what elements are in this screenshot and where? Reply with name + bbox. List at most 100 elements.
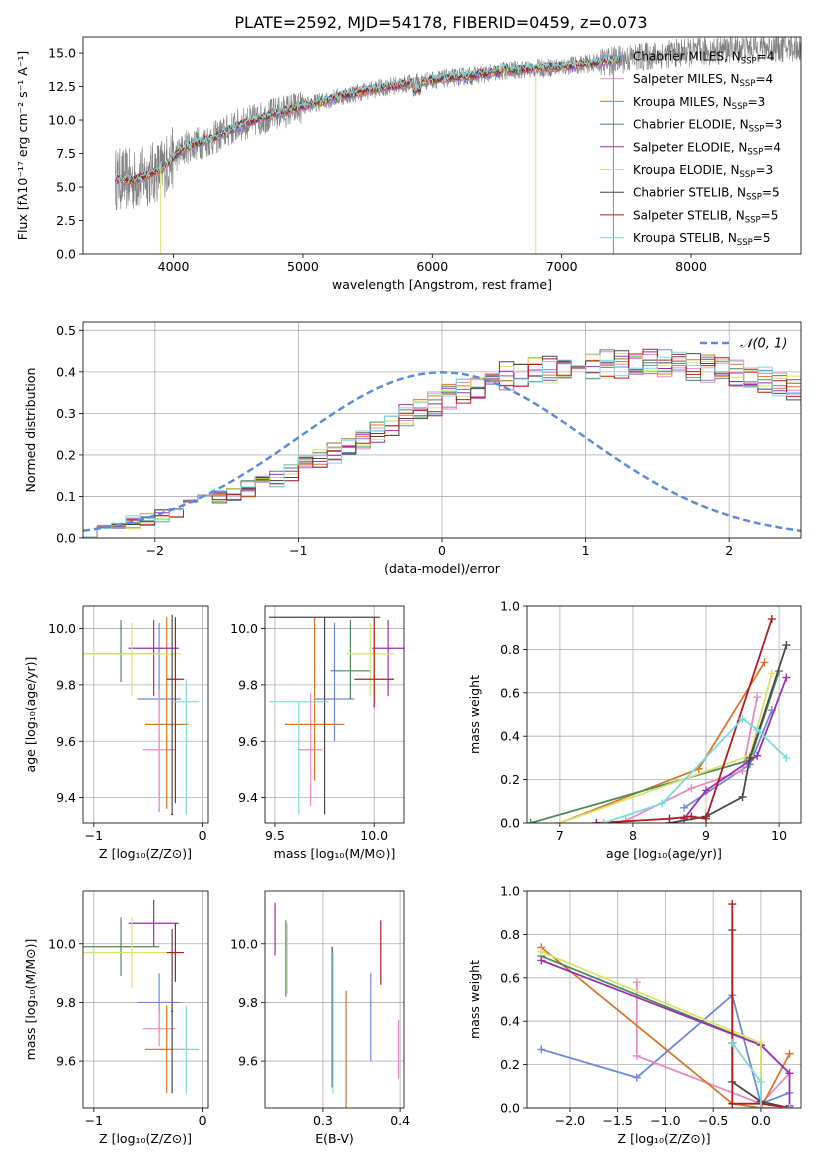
legend-nssp-subscript: SSP xyxy=(740,79,756,89)
axes-frame xyxy=(82,36,802,255)
legend-model-name: Salpeter MILES xyxy=(633,72,723,86)
tick-label-y: 10.0 xyxy=(230,621,258,636)
histogram-4 xyxy=(83,349,801,538)
tick-label-y: 0.3 xyxy=(56,406,76,421)
weight-marker-7 xyxy=(745,753,754,762)
legend-nssp-subscript: SSP xyxy=(749,125,765,135)
axes-frame xyxy=(264,605,405,824)
legend-model-name: Chabrier ELODIE xyxy=(633,118,732,132)
tick-label-x: −2.0 xyxy=(555,1113,585,1128)
histogram-1 xyxy=(83,349,801,538)
tick-label-x: 0 xyxy=(199,1113,207,1128)
weight-line-3 xyxy=(559,661,766,823)
legend-nssp-value: 5 xyxy=(772,186,780,200)
weight-marker-2 xyxy=(632,978,641,987)
x-axis-label: Z [log₁₀(Z/Z⊙)] xyxy=(99,846,192,861)
model-spectrum-8 xyxy=(114,56,621,183)
weight-marker-7 xyxy=(782,641,791,650)
tick-label-y: 9.6 xyxy=(238,734,258,749)
y-axis-label: mass weight xyxy=(467,675,482,754)
tick-label-y: 10.0 xyxy=(48,936,76,951)
weight-marker-3 xyxy=(760,658,769,667)
tick-label-y: 1.0 xyxy=(500,884,520,899)
weight-line-5 xyxy=(540,959,791,1106)
histogram-9 xyxy=(83,351,801,538)
legend-nssp-value: 5 xyxy=(771,208,779,222)
legend-label-9: Kroupa STELIB, NSSP=5 xyxy=(633,231,771,248)
tick-label-y: 7.5 xyxy=(56,146,76,161)
x-axis-label: E(B-V) xyxy=(315,1131,354,1146)
model-spectrum-2 xyxy=(114,57,621,187)
tick-label-y: 9.6 xyxy=(238,1054,258,1069)
legend-label-4: Chabrier ELODIE, NSSP=3 xyxy=(633,118,782,135)
weight-marker-2 xyxy=(753,693,762,702)
axes-frame xyxy=(264,890,405,1109)
legend-nssp-subscript: SSP xyxy=(737,238,753,248)
tick-label-y: 0.6 xyxy=(500,970,520,985)
tick-label-x: 0 xyxy=(438,543,446,558)
tick-label-x: −1 xyxy=(289,543,307,558)
legend-model-name: Salpeter STELIB xyxy=(633,208,728,222)
tick-label-y: 10.0 xyxy=(48,113,76,128)
weight-line-5 xyxy=(683,677,788,820)
legend-nssp-value: 3 xyxy=(766,163,774,177)
axes-frame xyxy=(526,890,802,1109)
tick-label-x: 8 xyxy=(629,828,637,843)
legend-nssp-subscript: SSP xyxy=(732,102,748,112)
legend-nssp-subscript: SSP xyxy=(747,147,763,157)
legend-nssp-label: , N xyxy=(728,208,745,222)
tick-label-y: 9.4 xyxy=(238,790,258,805)
legend-nssp-subscript: SSP xyxy=(740,170,756,180)
axes-frame xyxy=(526,605,802,824)
legend-nssp-subscript: SSP xyxy=(746,193,762,203)
tick-label-y: 0.6 xyxy=(500,685,520,700)
tick-label-y: 0.4 xyxy=(500,1014,520,1029)
histogram-8 xyxy=(83,348,801,538)
weight-marker-6 xyxy=(756,1038,765,1047)
legend-nssp-label: , N xyxy=(720,231,737,245)
weight-marker-8 xyxy=(702,814,711,823)
legend-model-name: Kroupa ELODIE xyxy=(633,163,723,177)
weight-marker-3 xyxy=(785,1049,794,1058)
tick-label-y: 10.0 xyxy=(48,621,76,636)
legend-nssp-value: 5 xyxy=(763,231,771,245)
tick-label-y: 0.0 xyxy=(500,1101,520,1116)
weight-marker-2 xyxy=(687,784,696,793)
plot-area xyxy=(268,616,404,815)
plot-area xyxy=(114,37,801,254)
tick-label-x: 6000 xyxy=(416,259,448,274)
legend-nssp-subscript: SSP xyxy=(745,215,761,225)
panel-age-vs-mass: 9.5 10.0 9.4 9.6 9.8 10.0 mass [log₁₀(M/M⊙)] xyxy=(230,605,405,861)
legend-nssp-label: , N xyxy=(715,95,732,109)
tick-label-x: 9.5 xyxy=(265,828,285,843)
legend-model-name: Kroupa MILES xyxy=(633,95,715,109)
weight-marker-8 xyxy=(728,1099,737,1108)
tick-label-y: 0.8 xyxy=(500,642,520,657)
weight-marker-2 xyxy=(632,1051,641,1060)
weight-line-2 xyxy=(635,982,791,1105)
weight-marker-6 xyxy=(555,819,564,823)
plot-area xyxy=(274,902,400,1108)
tick-label-y: 9.6 xyxy=(56,734,76,749)
tick-label-x: 10.0 xyxy=(360,828,388,843)
weight-marker-8 xyxy=(728,900,737,909)
model-spectrum-9 xyxy=(114,54,620,182)
histogram-2 xyxy=(83,351,801,538)
legend-nssp-eq: = xyxy=(753,231,763,245)
weight-marker-2 xyxy=(738,766,747,775)
weight-marker-9 xyxy=(738,714,747,723)
weight-marker-6 xyxy=(537,947,546,956)
tick-label-x: 0.4 xyxy=(390,1113,410,1128)
tick-label-y: 0.8 xyxy=(500,927,520,942)
x-axis-label: (data-model)/error xyxy=(384,561,501,576)
tick-label-x: 0.0 xyxy=(751,1113,771,1128)
weight-marker-8 xyxy=(665,814,674,823)
tick-label-x: −0.5 xyxy=(698,1113,728,1128)
tick-label-y: 5.0 xyxy=(56,180,76,195)
tick-label-x: 7 xyxy=(556,828,564,843)
weight-marker-4 xyxy=(527,819,535,823)
model-spectrum-3 xyxy=(114,56,621,186)
tick-label-y: 12.5 xyxy=(48,79,76,94)
weight-marker-8 xyxy=(592,819,601,823)
